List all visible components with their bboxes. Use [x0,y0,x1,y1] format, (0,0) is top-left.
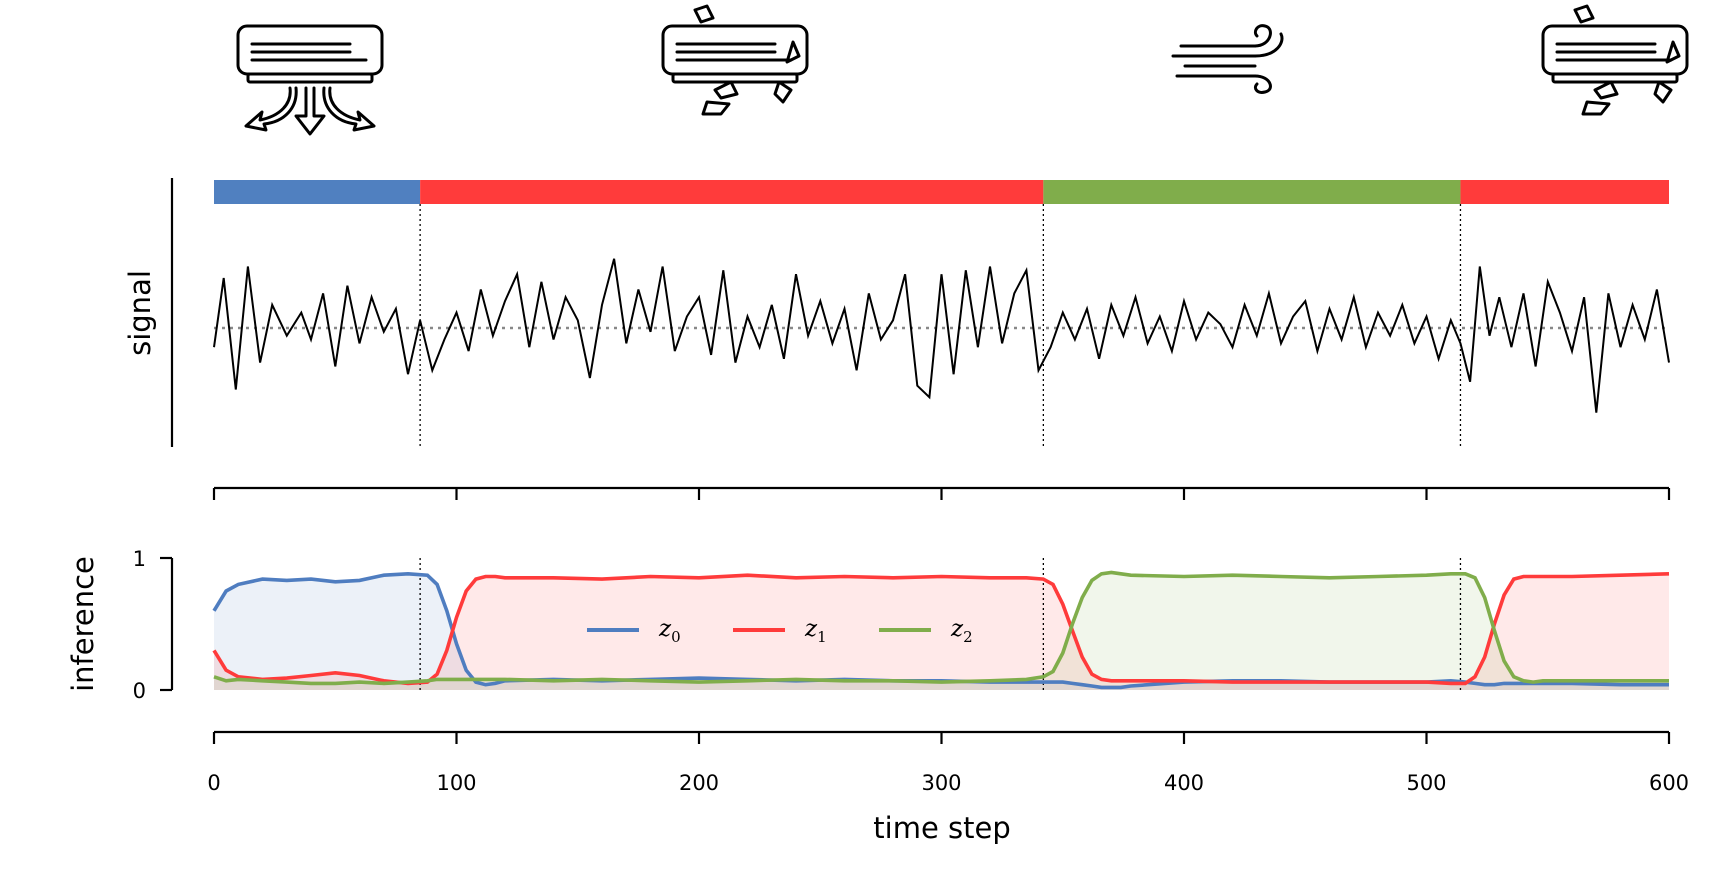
ac-on-icon [236,24,384,136]
signal-panel: signal [123,178,1671,500]
state-bars [214,180,1669,204]
inference-x-ticks: 0 100 200 300 400 500 600 [207,732,1689,795]
inference-area-z2 [214,572,1669,690]
signal-line [213,258,1670,413]
x-tick-label-100: 100 [436,771,476,795]
ac-broken-icon [661,4,809,116]
inference-panel: 01 inference z0 z1 z2 0 100 200 300 400 500 600 … [66,547,1689,845]
inference-y-tick-label-1: 1 [133,547,146,571]
inference-lines [212,570,1670,690]
legend-label-z2: z2 [950,616,973,646]
ac-broken-icon [1541,4,1689,116]
x-tick-label-400: 400 [1164,771,1204,795]
inference-area-z0 [214,573,1669,690]
inference-y-tick-label-0: 0 [133,679,146,703]
x-tick-label-300: 300 [921,771,961,795]
legend-label-z0: z0 [658,616,681,646]
inference-line-z2 [213,570,1669,686]
state-bar-2 [1043,180,1461,204]
inference-y-ticks: 01 [133,547,172,703]
x-tick-label-0: 0 [207,771,220,795]
state-bar-3 [1460,180,1669,204]
state-bar-1 [420,180,1044,204]
state-bar-0 [214,180,421,204]
x-tick-label-600: 600 [1649,771,1689,795]
signal-changepoints [419,204,1462,447]
x-axis-label: time step [873,811,1010,845]
signal-x-ticks [212,488,1671,500]
x-tick-label-200: 200 [679,771,719,795]
wind-icon [1171,24,1284,94]
legend: z0 z1 z2 [587,616,973,646]
legend-label-z1: z1 [804,616,827,646]
x-tick-label-500: 500 [1406,771,1446,795]
signal-axis-label: signal [123,270,157,356]
inference-axis-label: inference [66,556,100,692]
inference-areas [214,572,1669,690]
state-icons [236,4,1689,136]
inference-line-z0 [212,571,1669,690]
inference-area-z1 [214,573,1669,690]
